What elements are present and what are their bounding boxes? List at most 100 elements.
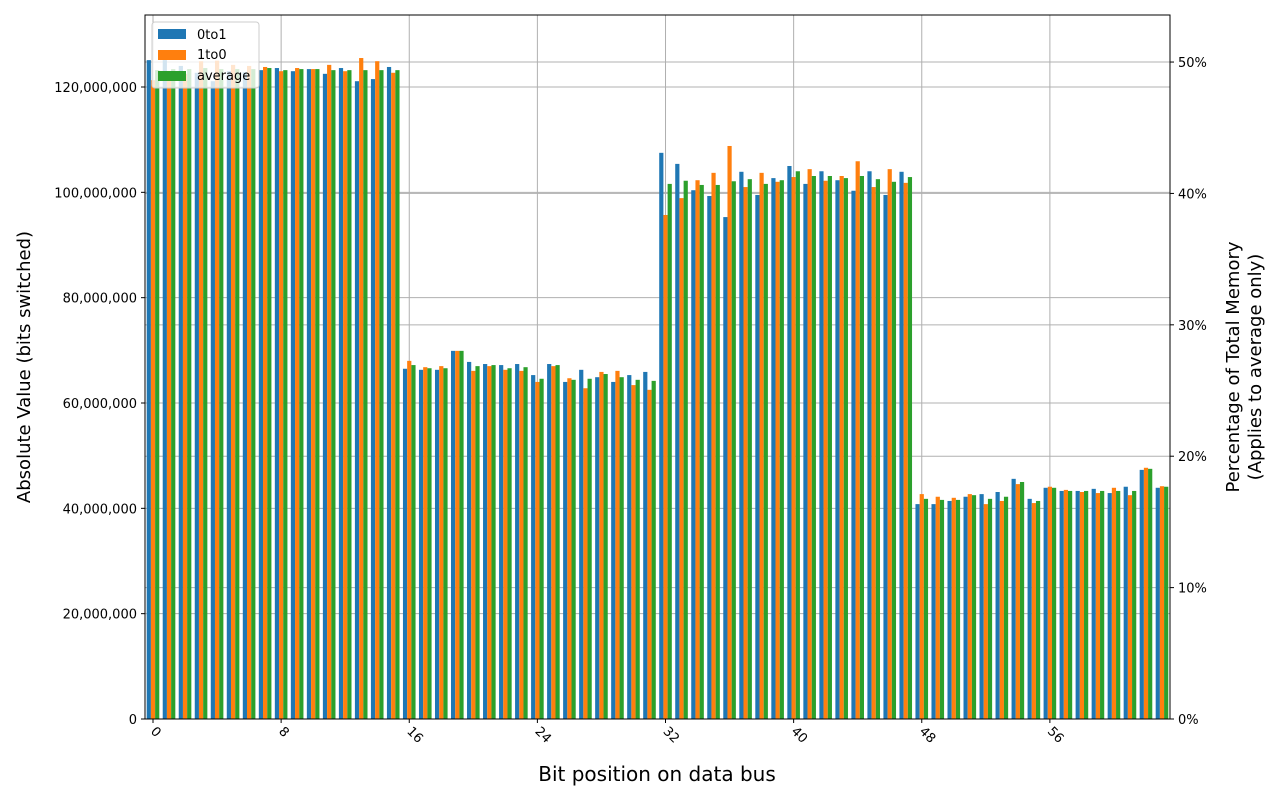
bar-0to1 [242,72,248,720]
bar-average [1164,486,1169,719]
y2-axis-title-line2: (Applies to average only) [1245,254,1266,481]
bar-1to0 [359,58,364,720]
bar-0to1 [675,163,680,719]
bar-0to1 [258,70,264,720]
bar-0to1 [563,381,568,719]
bar-1to0 [903,182,908,719]
bar-average [1132,490,1137,719]
bar-0to1 [1075,490,1080,719]
bar-average [219,69,224,719]
bar-1to0 [999,500,1004,719]
bar-1to0 [263,66,268,719]
bar-average [395,70,400,720]
bar-1to0 [1111,487,1117,719]
bar-average [667,183,672,719]
bar-1to0 [583,388,588,719]
bar-1to0 [247,65,252,719]
bar-1to0 [311,69,316,719]
bar-1to0 [871,187,876,720]
bar-average [1035,500,1041,719]
bar-1to0 [471,370,476,719]
bar-0to1 [691,190,696,720]
legend-swatch-average [158,71,186,81]
bar-1to0 [695,180,700,719]
bar-0to1 [531,375,536,719]
bar-1to0 [1015,484,1020,719]
y-axis-title: Absolute Value (bits switched) [14,231,35,503]
bar-average [891,181,897,719]
bar-1to0 [519,370,524,719]
bar-average [603,374,608,719]
bar-average [907,177,913,720]
bar-1to0 [775,181,780,719]
bar-0to1 [386,66,392,719]
y-tick-label: 20,000,000 [63,608,137,623]
bar-1to0 [887,169,892,719]
bar-average [491,365,496,719]
bar-1to0 [935,496,940,719]
x-tick-label: 16 [403,724,425,746]
bar-average [795,171,800,719]
bar-average [427,368,432,719]
x-tick-label: 48 [916,724,938,746]
x-tick-label: 8 [275,724,291,740]
bar-0to1 [611,381,616,719]
bar-average [379,70,384,720]
bar-1to0 [503,369,508,719]
bar-average [955,499,961,719]
bar-0to1 [883,194,888,719]
bar-average [283,70,288,720]
y2-tick-label: 0% [1178,713,1199,728]
bar-1to0 [727,145,732,720]
bar-1to0 [535,381,540,719]
bar-average [331,70,336,720]
bar-1to0 [791,177,796,720]
bar-average [315,69,320,719]
bar-0to1 [483,364,488,719]
bar-average [539,378,544,719]
x-axis-title: Bit position on data bus [538,762,776,786]
bar-1to0 [807,169,812,719]
bar-0to1 [947,500,952,719]
bar-1to0 [439,366,444,719]
bar-average [1051,487,1057,719]
bar-0to1 [1091,488,1096,719]
bar-average [155,70,160,720]
bar-0to1 [418,369,424,719]
bars [146,58,1169,720]
bar-0to1 [899,171,904,720]
bar-0to1 [274,68,280,719]
x-tick-label: 24 [532,724,554,746]
bar-average [587,378,592,719]
bar-1to0 [1143,467,1149,719]
bar-1to0 [166,79,172,719]
y2-tick-label: 40% [1178,187,1207,202]
bar-0to1 [547,364,552,719]
bar-1to0 [487,366,492,719]
bar-0to1 [963,496,968,719]
bar-average [875,179,881,719]
bar-1to0 [839,176,844,720]
bar-0to1 [627,375,632,719]
bar-1to0 [951,497,956,719]
bar-0to1 [322,73,328,720]
legend-label-average: average [197,69,250,84]
bar-0to1 [434,369,440,719]
bar-0to1 [739,171,744,720]
y-tick-label: 0 [129,713,137,728]
bar-average [187,69,192,719]
bar-1to0 [455,350,460,719]
bar-0to1 [803,183,808,719]
bar-1to0 [182,73,188,720]
bar-1to0 [663,214,668,719]
bar-0to1 [787,165,792,719]
bar-0to1 [1043,487,1048,719]
bar-1to0 [551,366,556,719]
bar-1to0 [295,68,300,719]
bar-1to0 [279,71,284,720]
bar-average [1100,490,1105,719]
bar-average [923,498,929,719]
bar-0to1 [915,504,920,719]
bar-1to0 [375,61,380,720]
